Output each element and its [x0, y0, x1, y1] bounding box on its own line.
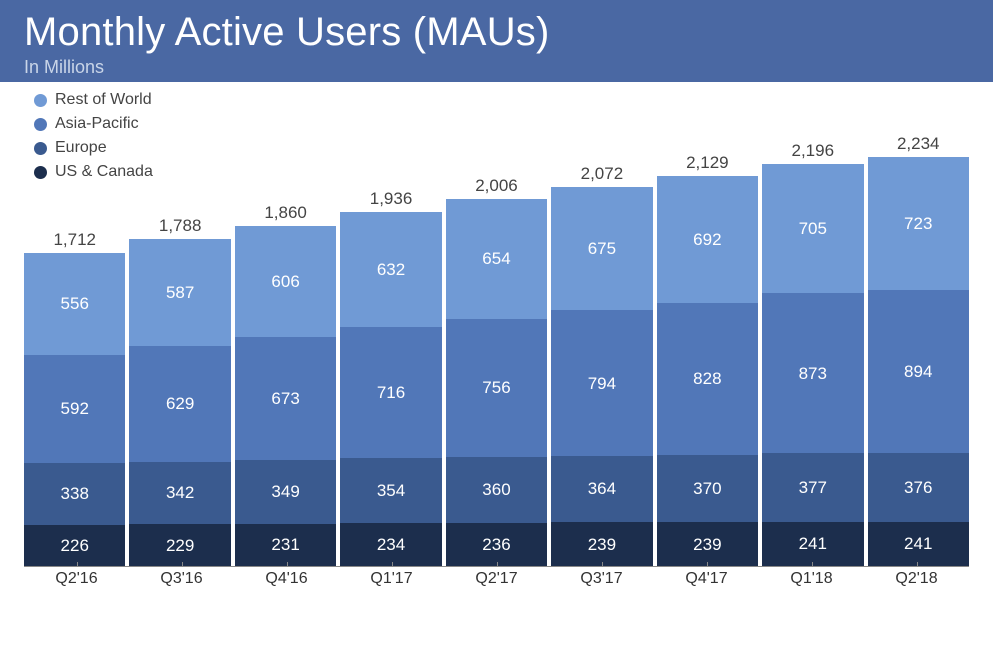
- bar-segment-us-canada: 234: [340, 523, 441, 566]
- bar-stack: 236360756654: [446, 199, 547, 566]
- bar-segment-us-canada: 239: [551, 522, 652, 566]
- bar-stack: 229342629587: [129, 239, 230, 566]
- bar-segment-asia-pacific: 716: [340, 327, 441, 458]
- x-axis-tick: Q3'17: [549, 567, 654, 592]
- bar-segment-europe: 360: [446, 457, 547, 523]
- bar-segment-rest-of-world: 705: [762, 164, 863, 293]
- bar-segment-rest-of-world: 675: [551, 187, 652, 311]
- bar-segment-asia-pacific: 629: [129, 346, 230, 461]
- plot: 1,7122263385925561,7882293426295871,8602…: [24, 92, 969, 592]
- bar-segment-europe: 354: [340, 458, 441, 523]
- bar-segment-rest-of-world: 632: [340, 212, 441, 328]
- bar-stack: 239370828692: [657, 176, 758, 566]
- bar-segment-rest-of-world: 654: [446, 199, 547, 319]
- bar-column: 2,196 241377873705: [762, 141, 863, 566]
- bar-segment-europe: 338: [24, 463, 125, 525]
- x-axis-tick: Q2'17: [444, 567, 549, 592]
- legend-label-europe: Europe: [55, 136, 107, 160]
- chart-header: Monthly Active Users (MAUs) In Millions: [0, 0, 993, 82]
- legend-item-rest-of-world: Rest of World: [34, 88, 153, 112]
- legend: Rest of WorldAsia-PacificEuropeUS & Cana…: [34, 88, 153, 184]
- bar-column: 2,129 239370828692: [657, 153, 758, 566]
- bar-total-label: 2,072: [551, 164, 652, 184]
- bar-stack: 241377873705: [762, 164, 863, 566]
- bar-segment-rest-of-world: 556: [24, 253, 125, 355]
- legend-swatch-rest-of-world: [34, 94, 47, 107]
- bar-segment-europe: 342: [129, 462, 230, 525]
- bar-total-label: 1,936: [340, 189, 441, 209]
- bar-total-label: 2,006: [446, 176, 547, 196]
- bar-segment-asia-pacific: 894: [868, 290, 969, 454]
- bar-column: 2,234 241376894723: [868, 134, 969, 566]
- bar-column: 1,788 229342629587: [129, 216, 230, 566]
- bar-total-label: 2,129: [657, 153, 758, 173]
- x-axis-tick: Q2'16: [24, 567, 129, 592]
- bar-segment-us-canada: 241: [762, 522, 863, 566]
- bar-stack: 231349673606: [235, 226, 336, 566]
- x-axis-tick: Q4'17: [654, 567, 759, 592]
- bar-stack: 234354716632: [340, 212, 441, 566]
- bar-column: 2,072 239364794675: [551, 164, 652, 566]
- bar-segment-rest-of-world: 606: [235, 226, 336, 337]
- bar-segment-us-canada: 231: [235, 524, 336, 566]
- x-axis-tick: Q3'16: [129, 567, 234, 592]
- legend-item-us-canada: US & Canada: [34, 160, 153, 184]
- bar-segment-asia-pacific: 756: [446, 319, 547, 457]
- x-axis-tick: Q4'16: [234, 567, 339, 592]
- x-axis: Q2'16Q3'16Q4'16Q1'17Q2'17Q3'17Q4'17Q1'18…: [24, 566, 969, 592]
- x-axis-tick: Q1'18: [759, 567, 864, 592]
- bar-segment-us-canada: 241: [868, 522, 969, 566]
- x-axis-tick: Q1'17: [339, 567, 444, 592]
- bar-total-label: 2,234: [868, 134, 969, 154]
- legend-label-rest-of-world: Rest of World: [55, 88, 152, 112]
- legend-label-us-canada: US & Canada: [55, 160, 153, 184]
- bar-stack: 241376894723: [868, 157, 969, 566]
- chart-area: Rest of WorldAsia-PacificEuropeUS & Cana…: [0, 82, 993, 627]
- bar-total-label: 1,860: [235, 203, 336, 223]
- bar-stack: 226338592556: [24, 253, 125, 566]
- chart-subtitle: In Millions: [24, 57, 969, 78]
- legend-item-europe: Europe: [34, 136, 153, 160]
- bar-segment-asia-pacific: 592: [24, 355, 125, 463]
- bar-segment-asia-pacific: 828: [657, 303, 758, 455]
- bar-segment-europe: 377: [762, 453, 863, 522]
- bars-container: 1,7122263385925561,7882293426295871,8602…: [24, 92, 969, 566]
- bar-segment-asia-pacific: 873: [762, 293, 863, 453]
- legend-swatch-asia-pacific: [34, 118, 47, 131]
- bar-segment-us-canada: 226: [24, 525, 125, 566]
- legend-swatch-us-canada: [34, 166, 47, 179]
- bar-segment-asia-pacific: 794: [551, 310, 652, 455]
- bar-column: 1,860 231349673606: [235, 203, 336, 566]
- x-axis-tick: Q2'18: [864, 567, 969, 592]
- bar-stack: 239364794675: [551, 187, 652, 566]
- bar-segment-rest-of-world: 587: [129, 239, 230, 346]
- bar-segment-rest-of-world: 723: [868, 157, 969, 289]
- legend-item-asia-pacific: Asia-Pacific: [34, 112, 153, 136]
- bar-segment-europe: 370: [657, 455, 758, 523]
- legend-label-asia-pacific: Asia-Pacific: [55, 112, 139, 136]
- bar-segment-us-canada: 236: [446, 523, 547, 566]
- bar-column: 1,712 226338592556: [24, 230, 125, 566]
- legend-swatch-europe: [34, 142, 47, 155]
- bar-total-label: 1,788: [129, 216, 230, 236]
- bar-segment-europe: 364: [551, 456, 652, 523]
- bar-segment-us-canada: 229: [129, 524, 230, 566]
- bar-column: 2,006 236360756654: [446, 176, 547, 566]
- bar-column: 1,936 234354716632: [340, 189, 441, 566]
- bar-total-label: 1,712: [24, 230, 125, 250]
- chart-title: Monthly Active Users (MAUs): [24, 10, 969, 55]
- bar-segment-asia-pacific: 673: [235, 337, 336, 460]
- bar-segment-us-canada: 239: [657, 522, 758, 566]
- bar-segment-europe: 376: [868, 453, 969, 522]
- bar-segment-europe: 349: [235, 460, 336, 524]
- bar-total-label: 2,196: [762, 141, 863, 161]
- bar-segment-rest-of-world: 692: [657, 176, 758, 303]
